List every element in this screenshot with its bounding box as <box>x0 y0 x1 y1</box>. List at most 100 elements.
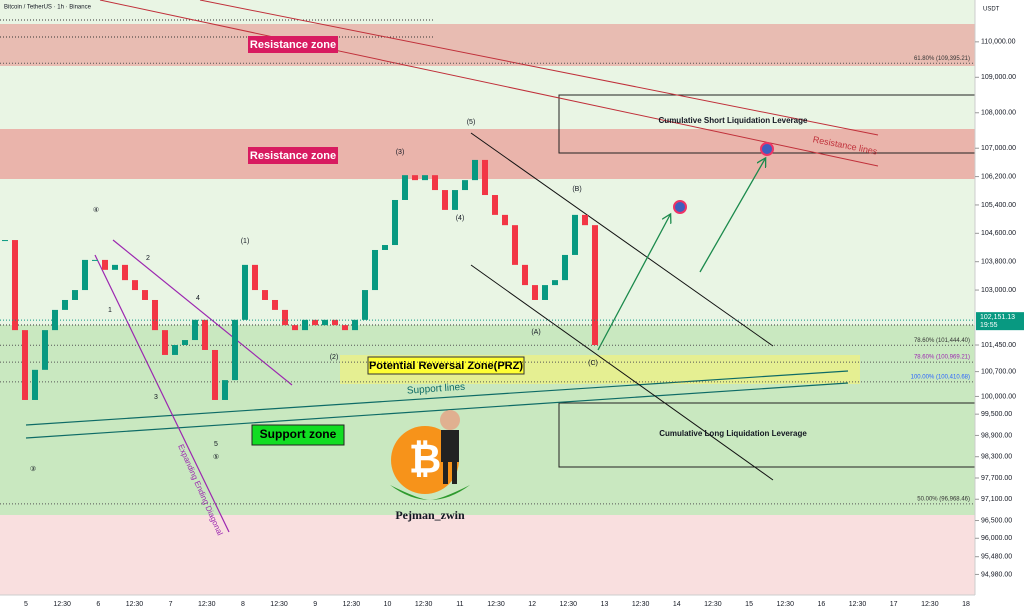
target <box>673 200 687 214</box>
candle <box>372 249 378 291</box>
x-tick-label: 7 <box>169 601 173 608</box>
candle <box>232 319 238 381</box>
candle <box>162 330 168 355</box>
y-tick-label: 107,000.00 <box>981 145 1016 152</box>
btc-symbol: ₿ <box>409 438 442 482</box>
candle <box>212 349 218 400</box>
wave-label: ④ <box>93 206 99 214</box>
zone-label: Support zone <box>260 427 337 441</box>
zone-label: Resistance zone <box>250 150 336 162</box>
candle <box>142 290 148 300</box>
resistance-line <box>199 0 879 136</box>
candle <box>92 259 98 261</box>
diagonal-line <box>112 239 293 386</box>
candle <box>42 330 48 370</box>
candle <box>422 175 428 181</box>
currency: USDT <box>983 7 1000 13</box>
candle <box>462 180 468 191</box>
wave-label: (3) <box>396 149 405 156</box>
resistance-line <box>99 0 879 167</box>
wave-label: 1 <box>108 307 112 314</box>
long-liq-label: Cumulative Long Liquidation Leverage <box>659 429 807 438</box>
candle <box>282 309 288 326</box>
fib-label: 61.80% (109,395.21) <box>914 56 970 62</box>
target-arrow <box>597 215 670 351</box>
candle <box>452 190 458 210</box>
x-tick-label: 17 <box>890 601 898 608</box>
y-tick-label: 109,000.00 <box>981 74 1016 81</box>
x-tick-label: 12:30 <box>415 601 433 608</box>
last-price-badge <box>976 312 1024 331</box>
candle <box>172 345 178 355</box>
candle <box>22 330 28 400</box>
candle <box>202 319 208 350</box>
candle <box>352 319 358 331</box>
x-tick-label: 16 <box>817 601 825 608</box>
symbol: Bitcoin / TetherUS · 1h · Binance <box>4 5 92 11</box>
candle <box>342 325 348 331</box>
candle <box>262 290 268 300</box>
last-time: 19:55 <box>980 322 998 329</box>
y-tick-label: 105,400.00 <box>981 202 1016 209</box>
candle <box>512 225 518 265</box>
wave-label: 4 <box>196 295 200 302</box>
zone-tag <box>248 36 338 53</box>
candle <box>542 285 548 300</box>
candle <box>392 199 398 246</box>
support-line <box>25 370 849 426</box>
y-tick-label: 101,450.00 <box>981 342 1016 349</box>
wave-label: 3 <box>154 394 158 401</box>
last-price: 102,151.13 <box>980 314 1015 321</box>
y-tick-label: 99,500.00 <box>981 411 1012 418</box>
x-tick-label: 18 <box>962 601 970 608</box>
candle <box>122 264 128 281</box>
lower-bg <box>0 515 975 595</box>
wave-label: (B) <box>572 186 581 193</box>
candle <box>362 290 368 320</box>
y-tick-label: 98,900.00 <box>981 432 1012 439</box>
prz-label: Potential Reversal Zone(PRZ) <box>369 360 523 372</box>
x-tick-label: 5 <box>24 601 28 608</box>
wave-label: (C) <box>588 360 598 367</box>
candle <box>532 285 538 300</box>
logo-leaf <box>390 485 470 500</box>
x-tick-label: 12:30 <box>704 601 722 608</box>
x-tick-label: 11 <box>456 601 463 608</box>
candle <box>442 190 448 210</box>
x-tick-label: 10 <box>384 601 392 608</box>
target-arrow <box>699 159 765 273</box>
candle <box>32 369 38 400</box>
candle <box>402 175 408 200</box>
x-tick-label: 12:30 <box>198 601 216 608</box>
fib-label: 78.60% (100,969.21) <box>914 355 970 361</box>
candle <box>132 280 138 291</box>
support-lines-label: Support lines <box>407 382 466 397</box>
x-tick-label: 12:30 <box>921 601 939 608</box>
wave-label: (5) <box>467 119 476 126</box>
x-tick-label: 12:30 <box>126 601 144 608</box>
y-tick-label: 100,000.00 <box>981 393 1016 400</box>
candle <box>192 319 198 341</box>
short-liq-label: Cumulative Short Liquidation Leverage <box>659 116 808 125</box>
candle <box>592 225 598 346</box>
candle <box>582 214 588 226</box>
wave-label: ③ <box>30 465 36 473</box>
candle <box>492 195 498 215</box>
candle <box>382 245 388 250</box>
fib-label: 50.00% (96,968.46) <box>917 497 970 503</box>
candle <box>152 299 158 331</box>
x-tick-label: 12:30 <box>560 601 578 608</box>
candle <box>472 159 478 181</box>
fib-label: 78.60% (101,444.40) <box>914 338 970 344</box>
candle <box>412 175 418 181</box>
y-tick-label: 110,000.00 <box>981 39 1016 46</box>
x-tick-label: 14 <box>673 601 681 608</box>
fib-label: 100.00% (100,410.68) <box>911 374 970 380</box>
candle <box>52 309 58 331</box>
support-line <box>25 382 849 439</box>
candle <box>182 340 188 346</box>
x-tick-label: 6 <box>96 601 100 608</box>
candle <box>572 214 578 255</box>
price-axis <box>975 0 1024 614</box>
